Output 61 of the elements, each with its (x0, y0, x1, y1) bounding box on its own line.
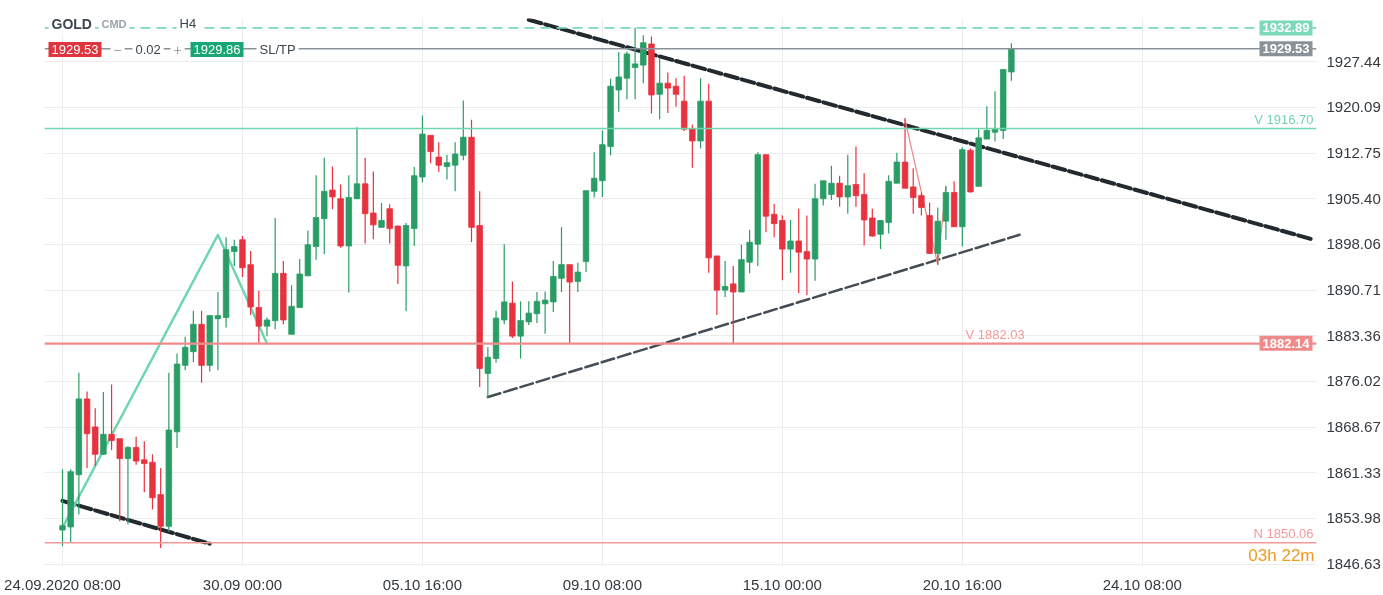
annotation: CMD (101, 17, 127, 30)
annotation: + (173, 41, 182, 58)
candlestick (353, 126, 361, 200)
annotation: − (113, 41, 122, 58)
candlestick (836, 175, 843, 208)
annotation: 0.02 (135, 42, 161, 57)
candlestick (263, 316, 271, 337)
candlestick (124, 445, 132, 526)
candlestick (656, 57, 663, 120)
candlestick (787, 219, 794, 274)
y-tick-label: 1883.36 (1326, 326, 1381, 344)
x-tick-label: 24.09.2020 08:00 (4, 575, 121, 593)
ref-line-label: V 1916.70 (1254, 111, 1314, 127)
y-tick-label: 1846.63 (1326, 555, 1381, 573)
candlestick (435, 141, 442, 173)
annotation: 1929.53 (51, 42, 99, 57)
y-tick-label: 1890.71 (1326, 281, 1381, 299)
candlestick (255, 290, 262, 345)
x-tick-label: 20.10 16:00 (922, 575, 1002, 593)
x-tick-label: 30.09 00:00 (202, 575, 283, 593)
annotation: 03h 22m (1248, 545, 1315, 565)
candlestick (427, 134, 434, 164)
ref-line-label: 1932.89 (1262, 20, 1310, 36)
x-tick-label: 15.10 00:00 (742, 575, 822, 593)
candlestick (730, 265, 737, 345)
y-tick-label: 1898.06 (1326, 235, 1381, 253)
candlestick (852, 145, 860, 208)
candlestick (100, 391, 107, 456)
y-tick-label: 1868.67 (1326, 418, 1381, 436)
candlestick (844, 154, 851, 215)
x-tick-label: 09.10 08:00 (562, 575, 643, 593)
y-tick-label: 1927.44 (1326, 52, 1381, 70)
y-tick-label: 1912.75 (1326, 144, 1381, 162)
y-tick-label: 1920.09 (1326, 98, 1381, 116)
annotation: 1929.86 (193, 42, 241, 57)
candlestick (664, 71, 671, 114)
candlestick (566, 264, 573, 345)
x-tick-label: 05.10 16:00 (382, 575, 463, 593)
candlestick (443, 154, 451, 181)
candlestick (329, 165, 336, 210)
candlestick (689, 124, 696, 169)
candlestick (991, 90, 999, 143)
candlestick (484, 346, 492, 399)
candlestick (672, 77, 680, 108)
annotation: SL/TP (259, 42, 296, 57)
ref-line-label: 1929.53 (1262, 41, 1310, 57)
y-tick-label: 1905.40 (1326, 189, 1381, 207)
ref-line-label: V 1882.03 (965, 327, 1025, 343)
annotation: GOLD (51, 15, 92, 32)
ref-line-label: 1882.14 (1262, 335, 1311, 351)
candlestick (721, 260, 729, 298)
y-tick-label: 1853.98 (1326, 509, 1381, 527)
annotation: H4 (179, 16, 197, 31)
y-tick-label: 1861.33 (1326, 463, 1381, 481)
candlestick (501, 243, 508, 325)
y-tick-label: 1876.02 (1326, 372, 1381, 390)
ref-line-label: N 1850.06 (1253, 525, 1314, 541)
x-tick-label: 24.10 08:00 (1102, 575, 1182, 593)
candlestick (533, 291, 541, 324)
candlestick (574, 262, 582, 293)
candlestick (378, 202, 385, 228)
